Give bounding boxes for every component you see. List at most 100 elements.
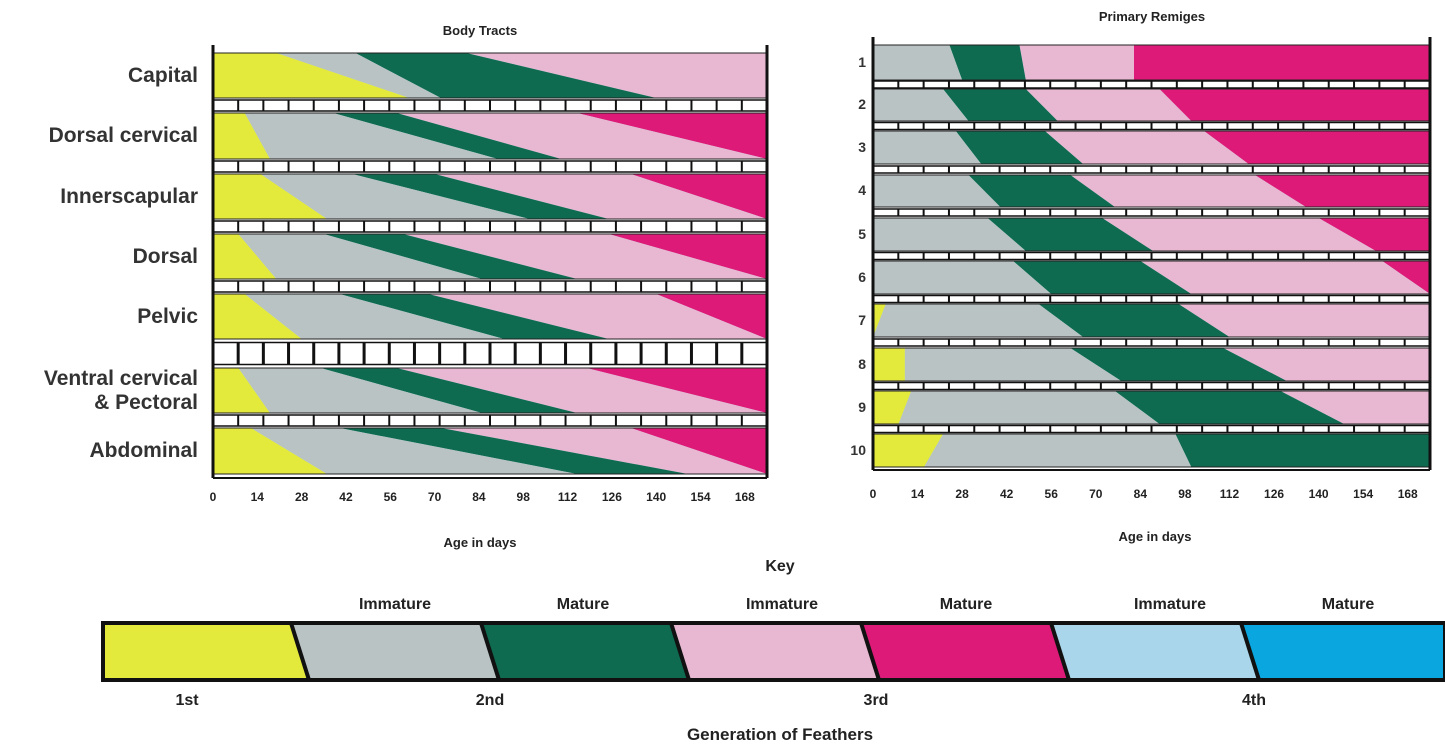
primary-row-label: 9 — [858, 398, 866, 415]
primary-band — [1013, 261, 1192, 294]
body-tract-band — [244, 113, 498, 159]
body-tract-band — [276, 53, 441, 98]
primary-remiges-xlabel: Age in days — [1118, 529, 1192, 544]
primary-band — [968, 175, 1115, 207]
primary-band — [873, 348, 905, 381]
primary-band — [873, 434, 944, 467]
primary-band — [949, 45, 1026, 80]
key-bar-outline — [101, 621, 1445, 682]
key-swatch — [671, 623, 879, 680]
key-stage-label: Immature — [358, 596, 432, 613]
primary-row-label: 2 — [858, 96, 866, 112]
key-generation-label: 2nd — [475, 692, 505, 709]
x-tick-label: 98 — [1178, 487, 1192, 501]
key-generation-label: 3rd — [863, 692, 889, 709]
body-tract-band — [339, 428, 688, 474]
body-tract-band — [323, 234, 578, 279]
body-tract-band — [244, 294, 505, 339]
body-tract-band — [213, 174, 327, 219]
key-title: Key — [765, 558, 795, 575]
primary-band — [873, 89, 969, 121]
primary-band — [1038, 304, 1230, 337]
primary-band — [1114, 391, 1345, 424]
primary-band — [1133, 45, 1430, 80]
key-swatch — [1241, 623, 1445, 680]
body-tract-band — [586, 368, 767, 413]
primary-band — [1044, 131, 1249, 164]
body-tract-band — [339, 294, 609, 339]
primary-band — [1175, 434, 1430, 467]
key-divider — [859, 622, 881, 681]
primary-band — [873, 45, 963, 80]
key-divider — [669, 622, 691, 681]
body-tract-band — [260, 174, 530, 219]
x-tick-label: 140 — [646, 490, 667, 504]
key-stage-label: Mature — [1321, 596, 1375, 613]
body-tract-band — [402, 234, 767, 279]
x-tick-label: 56 — [1044, 487, 1058, 501]
key-footer: Generation of Feathers — [686, 725, 874, 744]
primary-remiges-title: Primary Remiges — [1098, 9, 1206, 24]
body-tract-band — [213, 294, 302, 339]
primary-band — [873, 261, 1052, 294]
body-tract-band — [440, 428, 767, 474]
x-tick-label: 28 — [955, 487, 969, 501]
key-divider — [1239, 622, 1261, 681]
x-tick-label: 98 — [516, 490, 530, 504]
primary-band — [1140, 261, 1430, 294]
x-tick-label: 84 — [472, 490, 486, 504]
x-tick-label: 0 — [869, 487, 877, 501]
body-tract-band — [250, 428, 578, 474]
body-tract-band — [608, 234, 767, 279]
x-tick-label: 14 — [250, 490, 264, 504]
primary-band — [873, 304, 886, 337]
key-swatch — [103, 623, 309, 680]
key-generation-label: 1st — [175, 692, 199, 709]
primary-band — [955, 131, 1084, 164]
key-stage-label: Immature — [745, 596, 819, 613]
body-tract-row-label: Ventral cervical & Pectoral — [43, 366, 198, 414]
x-tick-label: 42 — [339, 490, 353, 504]
primary-row-label: 3 — [858, 138, 866, 155]
x-tick-label: 112 — [557, 490, 578, 504]
body-tract-band — [466, 53, 767, 98]
primary-band — [873, 218, 1026, 251]
body-tract-band — [213, 368, 270, 413]
x-tick-label: 42 — [999, 487, 1014, 501]
body-tract-row-label: Capital — [127, 63, 198, 87]
primary-band — [1070, 175, 1306, 207]
primary-band — [1254, 175, 1430, 207]
x-tick-label: 168 — [1397, 487, 1418, 501]
primary-band — [1019, 45, 1134, 80]
key-swatch — [861, 623, 1069, 680]
body-tract-band — [238, 368, 483, 413]
x-tick-label: 168 — [734, 490, 755, 504]
x-tick-label: 154 — [1353, 487, 1374, 501]
key-divider — [479, 622, 501, 681]
x-tick-label: 56 — [383, 490, 397, 504]
x-tick-label: 140 — [1308, 487, 1329, 501]
x-tick-label: 70 — [1089, 487, 1103, 501]
primary-band — [1159, 89, 1430, 121]
primary-band — [1280, 391, 1430, 424]
body-tract-band — [238, 234, 483, 279]
primary-band — [873, 175, 1001, 207]
key-swatch — [1051, 623, 1259, 680]
body-tract-band — [656, 294, 767, 339]
body-tract-row-label: Innerscapular — [60, 184, 198, 208]
body-tract-row-label: Pelvic — [137, 304, 198, 328]
primary-row-label: 7 — [858, 311, 866, 328]
primary-band — [873, 131, 982, 164]
body-tract-band — [355, 53, 657, 98]
body-tracts-title: Body Tracts — [442, 23, 518, 38]
body-tract-band — [213, 53, 410, 98]
primary-band — [904, 348, 1122, 381]
primary-row-label: 4 — [858, 182, 866, 198]
key-generation-label: 4th — [1242, 692, 1266, 709]
x-tick-label: 28 — [294, 490, 309, 504]
body-tract-band — [352, 174, 609, 219]
key-swatch — [291, 623, 499, 680]
x-tick-label: 0 — [209, 490, 217, 504]
body-tract-band — [213, 428, 327, 474]
key-stage-label: Mature — [556, 596, 610, 613]
